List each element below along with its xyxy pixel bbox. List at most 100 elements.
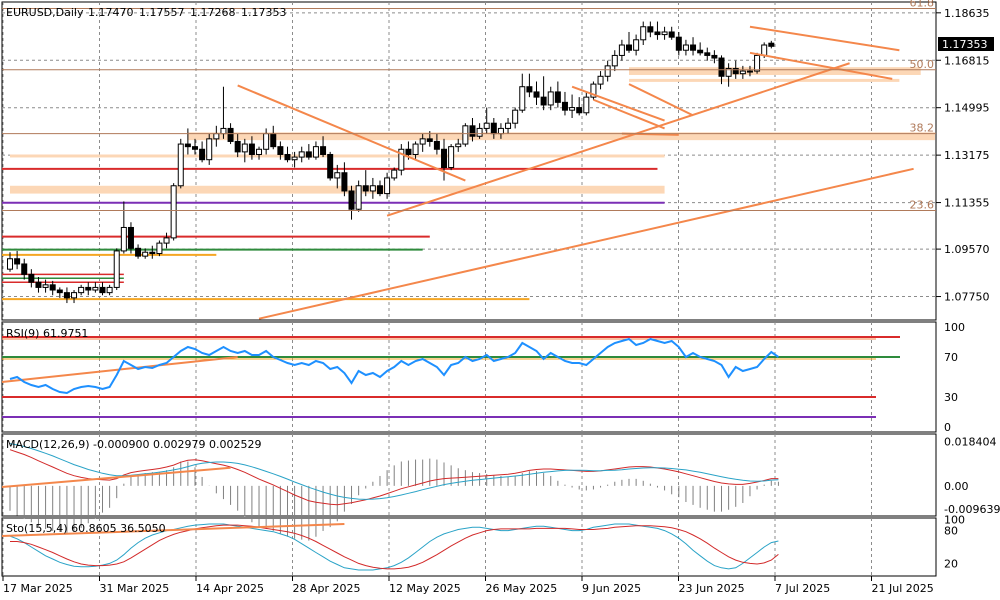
candle-bullish[interactable] bbox=[355, 185, 362, 210]
candle-bearish[interactable] bbox=[348, 190, 355, 210]
candle-bullish[interactable] bbox=[92, 286, 99, 291]
candle-bullish[interactable] bbox=[455, 143, 462, 148]
candle-bearish[interactable] bbox=[469, 125, 476, 137]
candle-bullish[interactable] bbox=[113, 250, 120, 288]
candle-bullish[interactable] bbox=[298, 151, 305, 158]
candle-bullish[interactable] bbox=[391, 169, 398, 179]
candle-bullish[interactable] bbox=[241, 143, 248, 153]
candle-bearish[interactable] bbox=[35, 281, 42, 288]
candle-bullish[interactable] bbox=[682, 44, 689, 51]
candle-bullish[interactable] bbox=[746, 70, 753, 73]
candle-bullish[interactable] bbox=[142, 251, 149, 257]
candle-bearish[interactable] bbox=[341, 172, 348, 192]
candle-bearish[interactable] bbox=[49, 284, 56, 291]
candle-bullish[interactable] bbox=[519, 86, 526, 111]
candle-bullish[interactable] bbox=[590, 83, 597, 98]
candle-bullish[interactable] bbox=[106, 286, 113, 294]
candle-bearish[interactable] bbox=[647, 26, 654, 33]
candle-bearish[interactable] bbox=[426, 138, 433, 142]
candle-bearish[interactable] bbox=[320, 146, 327, 155]
candle-bullish[interactable] bbox=[7, 258, 13, 270]
candle-bullish[interactable] bbox=[611, 54, 618, 67]
candle-bullish[interactable] bbox=[661, 31, 668, 36]
candle-bearish[interactable] bbox=[248, 143, 255, 155]
candle-bullish[interactable] bbox=[369, 185, 376, 192]
candle-bearish[interactable] bbox=[56, 289, 63, 294]
candle-bearish[interactable] bbox=[327, 153, 334, 179]
candle-bearish[interactable] bbox=[284, 153, 291, 161]
candle-bearish[interactable] bbox=[63, 292, 70, 299]
candle-bearish[interactable] bbox=[99, 286, 106, 294]
candle-bearish[interactable] bbox=[690, 44, 697, 51]
candle-bearish[interactable] bbox=[697, 49, 704, 54]
trendline[interactable] bbox=[258, 167, 914, 320]
trendline[interactable] bbox=[749, 25, 900, 52]
candle-bearish[interactable] bbox=[626, 44, 633, 51]
candle-bearish[interactable] bbox=[576, 107, 583, 114]
candle-bullish[interactable] bbox=[476, 127, 483, 137]
candle-bearish[interactable] bbox=[191, 146, 198, 150]
trendlines[interactable] bbox=[237, 25, 914, 320]
candle-bearish[interactable] bbox=[675, 36, 682, 51]
trendline[interactable] bbox=[386, 62, 850, 217]
candle-bullish[interactable] bbox=[213, 133, 220, 140]
candle-bullish[interactable] bbox=[462, 125, 469, 145]
candle-bullish[interactable] bbox=[256, 148, 263, 155]
candle-bullish[interactable] bbox=[334, 172, 341, 179]
candle-bullish[interactable] bbox=[448, 146, 455, 169]
candle-bearish[interactable] bbox=[135, 247, 142, 257]
candle-bullish[interactable] bbox=[384, 177, 391, 195]
candle-bullish[interactable] bbox=[156, 242, 163, 255]
trendline[interactable] bbox=[628, 83, 694, 117]
candle-bearish[interactable] bbox=[441, 148, 448, 169]
candle-bullish[interactable] bbox=[263, 133, 270, 150]
candle-bearish[interactable] bbox=[768, 42, 775, 47]
candle-bearish[interactable] bbox=[704, 52, 711, 56]
candle-bullish[interactable] bbox=[547, 91, 554, 106]
candle-bullish[interactable] bbox=[497, 127, 504, 135]
candle-bearish[interactable] bbox=[85, 286, 92, 291]
candle-bullish[interactable] bbox=[569, 107, 576, 111]
candle-bullish[interactable] bbox=[419, 138, 426, 145]
candle-bearish[interactable] bbox=[199, 148, 206, 161]
candle-bullish[interactable] bbox=[291, 156, 298, 161]
candle-bullish[interactable] bbox=[170, 185, 177, 239]
candle-bullish[interactable] bbox=[618, 44, 625, 56]
candle-bullish[interactable] bbox=[483, 122, 490, 129]
candle-bullish[interactable] bbox=[583, 96, 590, 114]
candle-bearish[interactable] bbox=[654, 31, 661, 36]
candle-bearish[interactable] bbox=[362, 185, 369, 192]
candle-bullish[interactable] bbox=[177, 143, 184, 187]
candle-bearish[interactable] bbox=[718, 57, 725, 77]
candle-bearish[interactable] bbox=[554, 91, 561, 103]
candle-bearish[interactable] bbox=[668, 31, 675, 38]
candle-bearish[interactable] bbox=[490, 122, 497, 135]
candle-bearish[interactable] bbox=[234, 140, 241, 153]
candle-bearish[interactable] bbox=[405, 148, 412, 155]
candle-bullish[interactable] bbox=[754, 54, 761, 72]
candle-bearish[interactable] bbox=[21, 263, 28, 275]
candle-bullish[interactable] bbox=[739, 70, 746, 75]
candle-bullish[interactable] bbox=[398, 148, 405, 171]
candle-bullish[interactable] bbox=[42, 284, 49, 288]
candle-bearish[interactable] bbox=[270, 133, 277, 148]
candle-bearish[interactable] bbox=[227, 127, 234, 142]
candle-bearish[interactable] bbox=[184, 143, 191, 148]
candle-bullish[interactable] bbox=[725, 67, 732, 77]
candle-bearish[interactable] bbox=[305, 151, 312, 158]
candle-bullish[interactable] bbox=[412, 143, 419, 155]
candle-bullish[interactable] bbox=[78, 286, 85, 294]
candle-bearish[interactable] bbox=[14, 258, 21, 265]
candle-bullish[interactable] bbox=[163, 237, 170, 244]
candle-bearish[interactable] bbox=[127, 226, 134, 249]
candle-bearish[interactable] bbox=[28, 273, 35, 283]
candle-bullish[interactable] bbox=[71, 292, 78, 299]
candle-bearish[interactable] bbox=[533, 91, 540, 98]
candle-bullish[interactable] bbox=[633, 39, 640, 51]
candle-bullish[interactable] bbox=[512, 109, 519, 124]
candle-bearish[interactable] bbox=[433, 140, 440, 150]
candle-bullish[interactable] bbox=[206, 138, 213, 161]
candle-bearish[interactable] bbox=[277, 146, 284, 155]
candle-bullish[interactable] bbox=[604, 65, 611, 77]
candlestick-series[interactable] bbox=[7, 21, 775, 304]
